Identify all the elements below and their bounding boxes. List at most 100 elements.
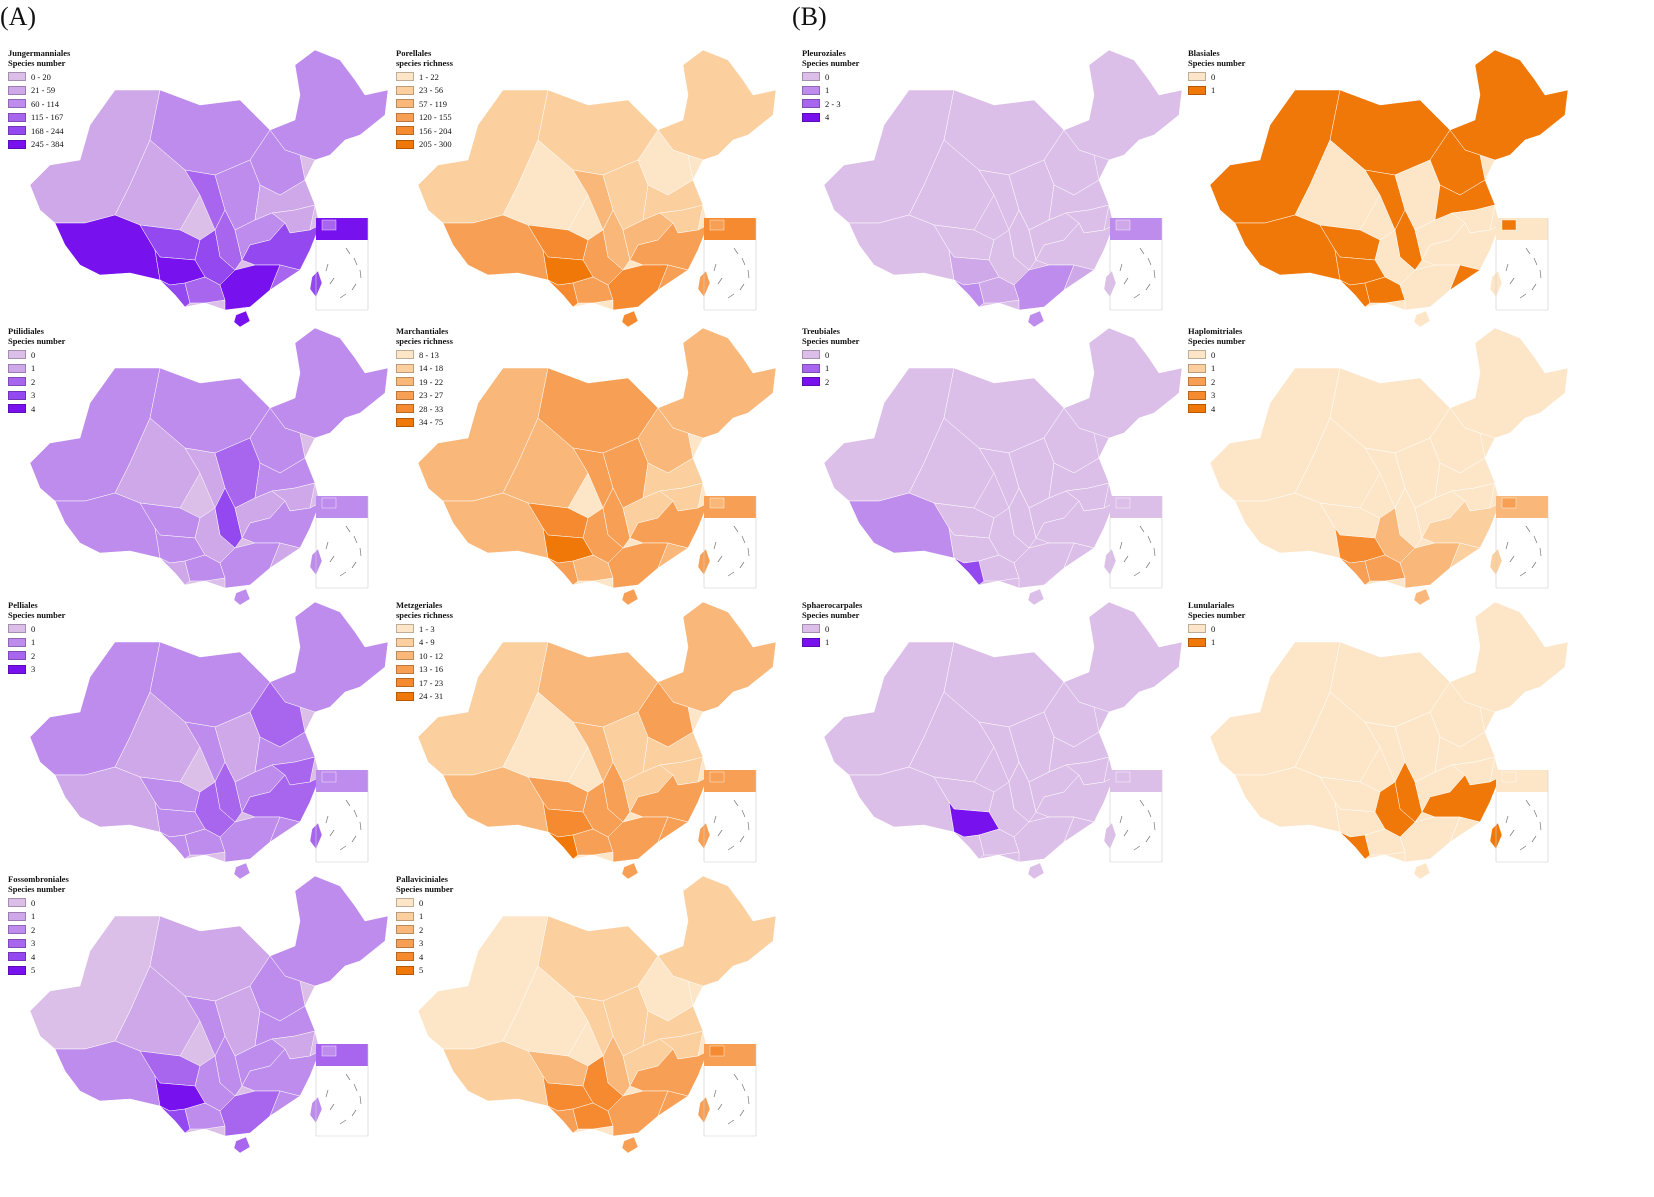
map-regions-group [823, 327, 1183, 606]
nine-dash-line [1505, 525, 1542, 577]
legend-label: 2 [1211, 376, 1216, 387]
map-panel-metzgeriales: Metzgeriales species richness 1 - 3 4 - 9 10… [388, 592, 798, 887]
nine-dash-line [325, 799, 362, 851]
province-region-20 [269, 816, 301, 843]
legend-swatch [8, 112, 26, 122]
legend-label: 3 [31, 664, 36, 675]
legend-swatch [8, 85, 26, 95]
legend-item: 4 [802, 111, 859, 125]
inset-province-block [1115, 771, 1131, 783]
legend-label: 2 [31, 650, 36, 661]
inset-frame [315, 1044, 369, 1137]
province-region-20 [1449, 816, 1481, 843]
legend-swatch [396, 112, 414, 122]
province-region-3 [1063, 601, 1183, 713]
legend-subtitle: species richness [396, 58, 453, 68]
legend-label: 120 - 155 [419, 112, 452, 123]
inset-province-block [709, 497, 725, 509]
legend-label: 245 - 384 [31, 139, 64, 150]
province-region-20 [657, 1090, 689, 1117]
province-region-3 [1449, 601, 1569, 713]
map-legend: Porellales species richness 1 - 22 23 - 56 5… [396, 48, 453, 151]
legend-subtitle: Species number [396, 884, 454, 894]
legend-item: 14 - 18 [396, 362, 453, 376]
legend-label: 1 - 22 [419, 71, 439, 82]
legend-item: 4 - 9 [396, 636, 453, 650]
map-legend: Marchantiales species richness 8 - 13 14 - … [396, 326, 453, 429]
legend-label: 1 [419, 911, 424, 922]
province-region-3 [269, 327, 389, 439]
map-panel-lunulariales: Lunulariales Species number 0 1 [1180, 592, 1590, 887]
inset-frame [703, 1044, 757, 1137]
legend-label: 0 [1211, 71, 1216, 82]
legend-label: 17 - 23 [419, 677, 444, 688]
legend-label: 0 - 20 [31, 71, 51, 82]
legend-item: 3 [8, 663, 65, 677]
hainan-region [1413, 310, 1431, 328]
map-regions-group [823, 601, 1183, 880]
legend-swatch [802, 72, 820, 82]
province-region-20 [1063, 264, 1095, 291]
south-china-sea-inset [703, 770, 757, 863]
legend-item: 1 - 22 [396, 70, 453, 84]
map-regions-group [1209, 327, 1569, 606]
legend-item: 8 - 13 [396, 348, 453, 362]
legend-swatch [396, 925, 414, 935]
map-panel-porellales: Porellales species richness 1 - 22 23 - 56 5… [388, 40, 798, 335]
province-region-20 [657, 816, 689, 843]
map-panel-blasiales: Blasiales Species number 0 1 [1180, 40, 1590, 335]
legend-swatch [8, 651, 26, 661]
map-panel-treubiales: Treubiales Species number 0 1 2 [794, 318, 1204, 613]
province-region-3 [657, 601, 777, 713]
legend-label: 1 [31, 637, 36, 648]
inset-frame [1109, 218, 1163, 311]
legend-swatch [396, 350, 414, 360]
province-region-3 [1063, 49, 1183, 161]
map-panel-pallaviciniales: Pallaviciniales Species number 0 1 2 3 4 5 [388, 866, 798, 1161]
china-map [1209, 601, 1569, 880]
inset-province-block [321, 497, 337, 509]
legend-item: 57 - 119 [396, 97, 453, 111]
legend-title: Treubiales [802, 326, 840, 336]
legend-label: 19 - 22 [419, 376, 444, 387]
legend-label: 1 [825, 363, 830, 374]
legend-label: 13 - 16 [419, 664, 444, 675]
legend-label: 3 [31, 938, 36, 949]
legend-item: 1 [8, 910, 69, 924]
legend-label: 5 [31, 965, 36, 976]
map-regions-group [417, 49, 777, 328]
legend-swatch [8, 377, 26, 387]
legend-item: 34 - 75 [396, 416, 453, 430]
legend-label: 60 - 114 [31, 98, 60, 109]
legend-item: 23 - 56 [396, 84, 453, 98]
hainan-region [1413, 862, 1431, 880]
legend-item: 168 - 244 [8, 124, 70, 138]
legend-swatch [396, 965, 414, 975]
nine-dash-line [325, 525, 362, 577]
legend-swatch [802, 99, 820, 109]
legend-subtitle: Species number [802, 336, 860, 346]
legend-item: 1 [396, 910, 453, 924]
legend-subtitle: species richness [396, 610, 453, 620]
legend-item: 0 - 20 [8, 70, 70, 84]
legend-label: 2 [825, 376, 830, 387]
legend-label: 23 - 56 [419, 85, 444, 96]
legend-swatch [1188, 377, 1206, 387]
legend-label: 4 [31, 951, 36, 962]
china-map [823, 49, 1183, 328]
south-china-sea-inset [1109, 496, 1163, 589]
legend-item: 4 [8, 402, 65, 416]
legend-label: 4 [31, 403, 36, 414]
legend-label: 2 - 3 [825, 98, 841, 109]
hainan-region [1027, 310, 1045, 328]
hainan-region [1413, 588, 1431, 606]
legend-label: 34 - 75 [419, 417, 444, 428]
china-map [823, 327, 1183, 606]
inset-province-block [1115, 219, 1131, 231]
inset-province-block [1115, 497, 1131, 509]
map-regions-group [417, 327, 777, 606]
legend-label: 1 [1211, 85, 1216, 96]
legend-swatch [8, 898, 26, 908]
legend-item: 1 [802, 362, 859, 376]
nine-dash-line [325, 1073, 362, 1125]
